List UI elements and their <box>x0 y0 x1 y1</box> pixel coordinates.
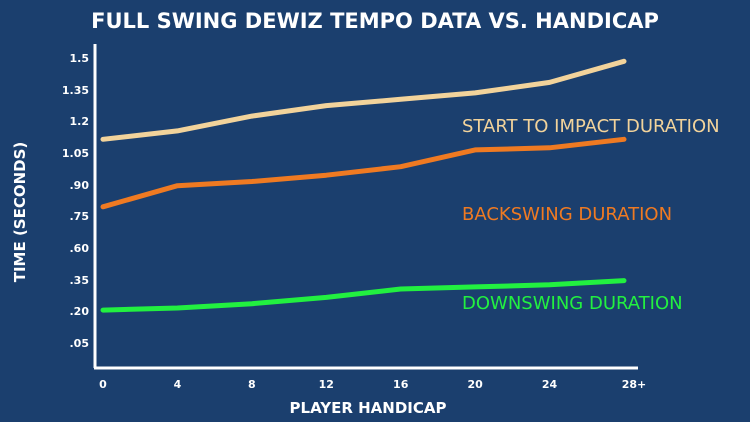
y-tick-label: .60 <box>70 242 90 255</box>
y-axis-title: TIME (SECONDS) <box>11 142 29 283</box>
y-tick-label: .35 <box>70 274 90 287</box>
y-tick-label: .05 <box>70 337 90 350</box>
x-tick-label: 20 <box>467 378 483 391</box>
y-tick-label: .90 <box>70 179 90 192</box>
x-tick-label: 16 <box>393 378 409 391</box>
plot-area: 1.5 1.35 1.2 1.05 .90 .75 .60 .35 .20 .05 0 4 8 12 16 2… <box>62 44 720 391</box>
chart-title: FULL SWING DEWIZ TEMPO DATA VS. HANDICAP <box>91 9 659 33</box>
series-line <box>100 58 627 142</box>
y-tick-label: .20 <box>70 305 90 318</box>
x-tick-label: 0 <box>99 378 107 391</box>
y-tick-label: 1.2 <box>70 115 90 128</box>
x-axis-title: PLAYER HANDICAP <box>290 399 447 417</box>
x-tick-label: 4 <box>174 378 182 391</box>
x-tick-label: 8 <box>248 378 256 391</box>
y-tick-label: 1.35 <box>62 84 89 97</box>
x-tick-label: 24 <box>542 378 558 391</box>
series-label: START TO IMPACT DURATION <box>462 116 720 137</box>
x-tick-label: 12 <box>319 378 334 391</box>
y-tick-label: .75 <box>70 210 90 223</box>
y-tick-label: 1.05 <box>62 147 89 160</box>
series-line <box>100 136 627 210</box>
y-tick-label: 1.5 <box>70 52 90 65</box>
series-line <box>100 278 627 313</box>
series-label: DOWNSWING DURATION <box>462 293 683 314</box>
series-label: BACKSWING DURATION <box>462 204 672 225</box>
x-tick-label: 28+ <box>622 378 647 391</box>
